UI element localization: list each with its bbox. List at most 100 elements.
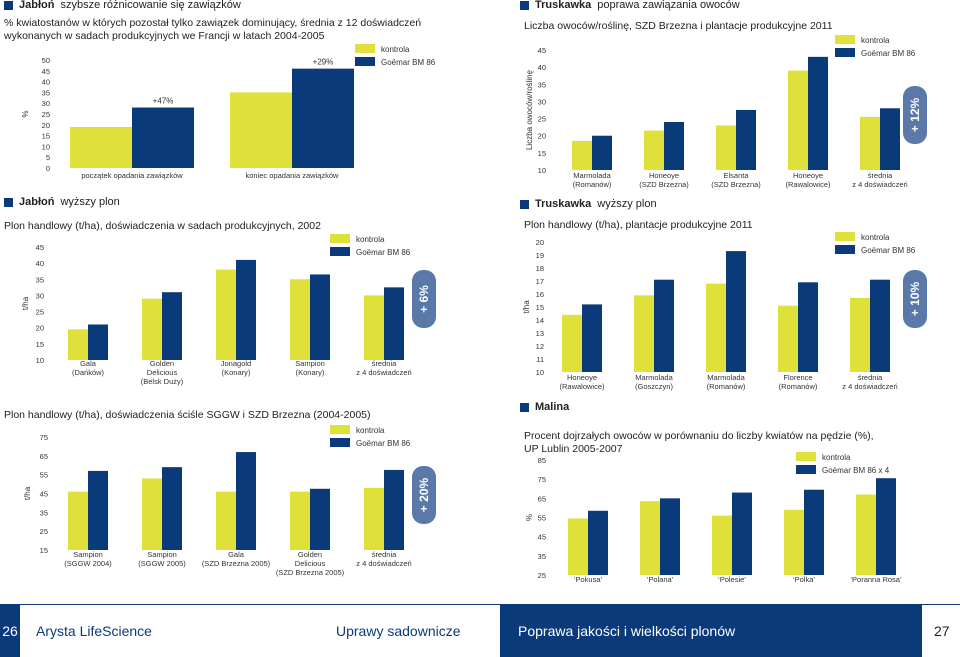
- legend-swatch: [355, 44, 375, 53]
- bar-treated: [588, 510, 608, 575]
- y-tick-label: 55: [40, 471, 48, 480]
- category-label: ‘Poranna Rosa’: [850, 575, 902, 584]
- increase-badge: [412, 466, 436, 524]
- increase-badge: [903, 270, 927, 328]
- category-label: średnia: [868, 171, 893, 180]
- increase-badge: [903, 86, 927, 144]
- bar-treated: [310, 488, 330, 550]
- category-label: (Rawalowice): [559, 382, 605, 391]
- bar-treated: [88, 324, 108, 360]
- bar-treated: [808, 56, 828, 170]
- legend-label: Goëmar BM 86: [861, 49, 916, 58]
- legend-swatch: [330, 425, 350, 434]
- legend-label: kontrola: [861, 233, 890, 242]
- legend-label: Goëmar BM 86: [381, 58, 436, 67]
- footer-center-text: Uprawy sadownicze: [336, 623, 461, 639]
- legend-label: Goëmar BM 86: [861, 246, 916, 255]
- legend-label: Goëmar BM 86: [356, 439, 411, 448]
- section-header-malina: Malina: [520, 401, 575, 413]
- section-header-jablon-yield: Jabłoń wyższy plon: [4, 196, 120, 208]
- section-name: Jabłoń: [19, 0, 55, 11]
- y-tick-label: 15: [42, 132, 50, 141]
- legend-label: kontrola: [861, 36, 890, 45]
- bar-kontrola: [364, 487, 384, 550]
- category-label: Gala: [228, 550, 245, 559]
- section-marker-icon: [520, 402, 529, 412]
- y-tick-label: 25: [40, 527, 48, 536]
- y-tick-label: 15: [536, 303, 544, 312]
- category-label: średnia: [858, 373, 883, 382]
- y-tick-label: 45: [40, 490, 48, 499]
- y-axis-label: t/ha: [23, 486, 32, 500]
- category-label: ‘Polana’: [647, 575, 674, 584]
- section-header-jablon-differentiation: Jabłoń szybsze różnicowanie się zawiązkó…: [4, 0, 241, 11]
- increase-badge-label: + 6%: [417, 285, 431, 313]
- category-label: (Belsk Duży): [141, 377, 184, 386]
- y-tick-label: 13: [536, 329, 544, 338]
- bar-kontrola: [216, 491, 236, 550]
- y-tick-label: 10: [536, 368, 544, 377]
- section-header-truskawka-yield: Truskawka wyższy plon: [520, 198, 657, 210]
- bar-kontrola: [216, 269, 236, 360]
- bar-treated: [876, 478, 896, 575]
- right-page-number: 27: [934, 623, 950, 639]
- section-marker-icon: [520, 0, 529, 10]
- bar-kontrola: [562, 314, 582, 372]
- category-label: Delicious: [295, 559, 326, 568]
- section-name: Jabłoń: [19, 196, 55, 208]
- bar-kontrola: [850, 297, 870, 372]
- section-marker-icon: [4, 0, 13, 10]
- legend-label: kontrola: [356, 426, 385, 435]
- bar-treated: [870, 279, 890, 372]
- y-tick-label: 45: [538, 533, 546, 542]
- bar-treated: [726, 251, 746, 372]
- section-marker-icon: [4, 197, 13, 207]
- category-label: średnia: [372, 550, 397, 559]
- category-label: (Dańków): [72, 368, 105, 377]
- increase-badge-label: + 20%: [417, 477, 431, 512]
- y-tick-label: 20: [42, 121, 50, 130]
- legend-label: kontrola: [381, 45, 410, 54]
- bar-treated: [664, 122, 684, 170]
- y-tick-label: 15: [36, 340, 44, 349]
- category-label: Marmolada: [707, 373, 745, 382]
- bar-treated: [132, 107, 194, 168]
- legend-label: kontrola: [356, 235, 385, 244]
- bar-treated: [592, 135, 612, 170]
- y-tick-label: 10: [36, 356, 44, 365]
- bar-kontrola: [70, 126, 132, 168]
- chart-title-strawberry-yield-2011: Plon handlowy (t/ha), plantacje produkcy…: [524, 219, 753, 231]
- bar-kontrola: [640, 501, 660, 575]
- y-axis-label: %: [21, 110, 30, 117]
- category-label: Honeoye: [649, 171, 679, 180]
- bar-treated: [88, 470, 108, 550]
- bar-treated: [582, 304, 602, 372]
- category-label: koniec opadania zawiązków: [246, 171, 340, 180]
- bar-treated: [660, 498, 680, 575]
- bar-kontrola: [778, 305, 798, 372]
- y-tick-label: 18: [536, 264, 544, 273]
- y-tick-label: 30: [538, 97, 546, 106]
- y-tick-label: 40: [538, 63, 546, 72]
- y-tick-label: 30: [42, 99, 50, 108]
- category-label: z 4 doświadczeń: [356, 368, 411, 377]
- section-text: poprawa zawiązania owoców: [597, 0, 740, 11]
- chart-title-flower-clusters: % kwiatostanów w których pozostał tylko …: [4, 17, 422, 42]
- bar-kontrola: [364, 295, 384, 360]
- bar-treated: [292, 68, 354, 168]
- y-tick-label: 35: [40, 508, 48, 517]
- y-tick-label: 20: [538, 132, 546, 141]
- chart-title-strawberry-fruit-count: Liczba owoców/roślinę, SZD Brzezna i pla…: [524, 20, 833, 32]
- category-label: (SZD Brzezna 2005): [202, 559, 271, 568]
- category-label: Sampion: [147, 550, 177, 559]
- y-tick-label: 10: [42, 142, 50, 151]
- footer-right-text: Poprawa jakości i wielkości plonów: [500, 605, 922, 657]
- bar-kontrola: [716, 125, 736, 170]
- bar-treated: [732, 492, 752, 575]
- category-label: (Rawalowice): [785, 180, 831, 189]
- legend-swatch: [835, 232, 855, 241]
- legend-swatch: [330, 438, 350, 447]
- y-tick-label: 40: [42, 78, 50, 87]
- bar-treated: [236, 259, 256, 360]
